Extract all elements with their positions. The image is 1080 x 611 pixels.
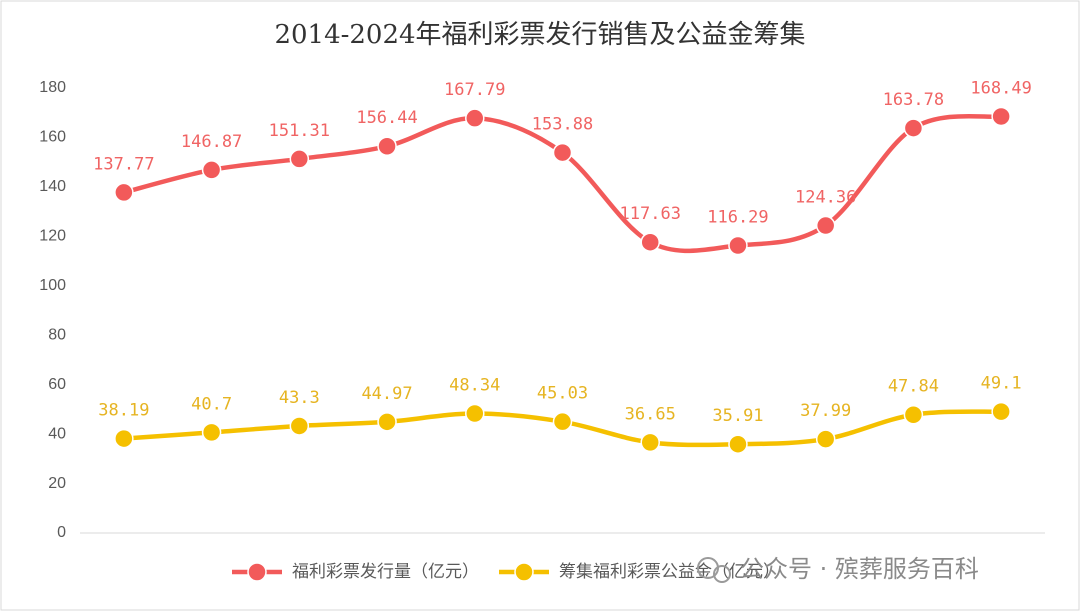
data-label: 137.77 <box>93 154 154 174</box>
y-tick-label: 140 <box>39 178 66 195</box>
data-label: 36.65 <box>625 404 676 424</box>
data-label: 35.91 <box>712 406 763 426</box>
watermark: 公众号 · 殡葬服务百科 <box>697 555 979 583</box>
data-point <box>114 428 134 449</box>
legend-marker <box>514 562 534 582</box>
data-point <box>289 416 310 436</box>
data-label: 43.3 <box>279 388 320 408</box>
data-point <box>377 136 397 156</box>
data-label: 47.84 <box>888 377 939 397</box>
y-tick-label: 40 <box>48 425 66 442</box>
data-point <box>903 118 924 138</box>
y-tick-label: 180 <box>39 79 66 96</box>
data-label: 116.29 <box>707 208 768 228</box>
data-label: 124.36 <box>795 188 856 208</box>
chart-title: 2014-2024年福利彩票发行销售及公益金筹集 <box>274 20 805 50</box>
data-point <box>903 404 924 425</box>
y-tick-label: 160 <box>39 129 66 146</box>
y-tick-label: 100 <box>39 277 66 294</box>
data-point <box>377 412 397 432</box>
legend-item: 福利彩票发行量（亿元） <box>232 562 479 582</box>
data-point <box>640 232 660 252</box>
y-tick-label: 80 <box>48 326 66 343</box>
data-point <box>465 108 485 128</box>
data-label: 146.87 <box>181 132 242 152</box>
y-tick-label: 20 <box>48 475 66 492</box>
data-label: 40.7 <box>191 394 232 414</box>
data-point <box>552 411 573 432</box>
data-label: 48.34 <box>449 375 500 395</box>
data-label: 38.19 <box>98 401 149 421</box>
data-label: 163.78 <box>883 90 944 110</box>
watermark-text: 公众号 · 殡葬服务百科 <box>740 555 979 583</box>
data-label: 117.63 <box>620 204 681 224</box>
data-label: 156.44 <box>356 108 417 128</box>
watermark-icon <box>713 565 731 583</box>
data-label: 151.31 <box>269 121 330 141</box>
data-point <box>201 160 222 180</box>
data-label: 44.97 <box>361 384 412 404</box>
data-point <box>114 182 134 203</box>
data-point <box>991 106 1011 127</box>
data-point <box>815 429 836 449</box>
data-label: 45.03 <box>537 384 588 404</box>
data-label: 167.79 <box>444 80 505 100</box>
data-label: 37.99 <box>800 401 851 421</box>
data-point <box>289 149 310 169</box>
data-label: 49.1 <box>981 374 1022 394</box>
data-point <box>815 215 836 236</box>
data-point <box>728 434 748 454</box>
legend-label: 福利彩票发行量（亿元） <box>292 562 479 582</box>
y-tick-label: 60 <box>48 376 66 393</box>
data-label: 168.49 <box>970 78 1031 98</box>
data-point <box>201 422 222 443</box>
data-point <box>728 235 748 256</box>
y-tick-label: 120 <box>39 228 66 245</box>
data-point <box>640 432 660 453</box>
data-point <box>552 142 573 163</box>
data-label: 153.88 <box>532 115 593 135</box>
legend-marker <box>247 562 267 582</box>
y-tick-label: 0 <box>57 524 66 541</box>
data-point <box>465 403 485 424</box>
data-point <box>991 401 1011 422</box>
